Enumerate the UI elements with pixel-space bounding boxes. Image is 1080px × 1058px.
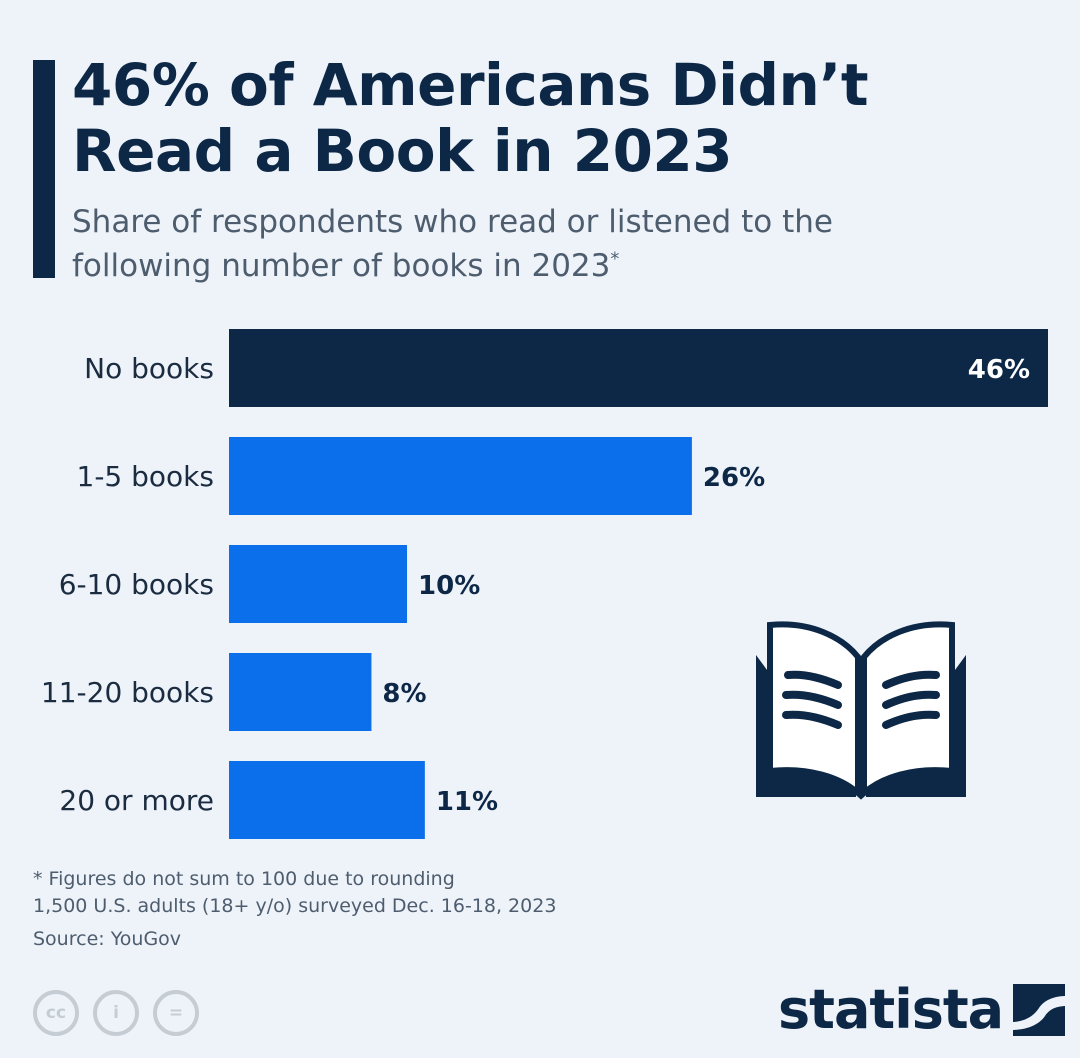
category-label: No books: [84, 352, 214, 385]
category-label: 1-5 books: [77, 460, 214, 493]
title-accent-bar: [33, 60, 55, 278]
source-text: Source: YouGov: [33, 928, 182, 950]
category-label: 6-10 books: [59, 568, 214, 601]
license-icons: cc i =: [33, 990, 199, 1036]
value-label: 8%: [382, 679, 426, 709]
bar-chart: No books 46% 1-5 books 26% 6-10 books 10% 11-2…: [41, 329, 1048, 839]
logo-text: statista: [778, 978, 1004, 1041]
statista-logo[interactable]: statista: [778, 978, 1066, 1041]
bar-3: [229, 545, 408, 623]
bar-5: [229, 761, 425, 839]
footnote-survey: 1,500 U.S. adults (18+ y/o) surveyed Dec…: [33, 895, 557, 917]
cc-icon[interactable]: cc: [33, 990, 79, 1036]
bar-2: [229, 437, 692, 515]
bar-4: [229, 653, 372, 731]
chart-subtitle: Share of respondents who read or listene…: [72, 200, 972, 288]
value-label: 10%: [418, 571, 480, 601]
attribution-icon[interactable]: i: [93, 990, 139, 1036]
bar-1: [229, 329, 1048, 407]
value-label: 11%: [436, 787, 498, 817]
chart-title: 46% of Americans Didn’t Read a Book in 2…: [72, 51, 869, 185]
footnote-rounding: * Figures do not sum to 100 due to round…: [33, 868, 455, 890]
open-book-icon: [756, 621, 966, 800]
category-label: 11-20 books: [41, 676, 214, 709]
value-label: 26%: [703, 463, 765, 493]
category-label: 20 or more: [59, 784, 214, 817]
value-label: 46%: [968, 355, 1030, 385]
statista-mark-icon: [1013, 984, 1066, 1036]
footnotes: * Figures do not sum to 100 due to round…: [33, 866, 556, 920]
subtitle-footnote-mark: *: [610, 248, 620, 270]
subtitle-text: Share of respondents who read or listene…: [72, 204, 833, 284]
no-derivatives-icon[interactable]: =: [153, 990, 199, 1036]
